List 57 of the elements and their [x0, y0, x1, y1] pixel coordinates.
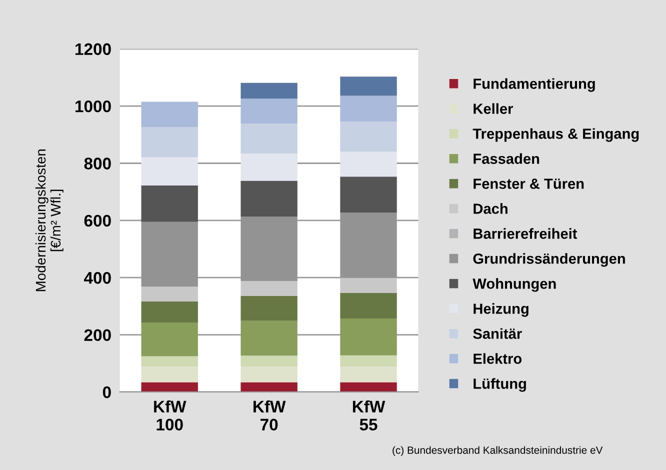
legend-label: Heizung: [474, 303, 528, 317]
bar: [240, 82, 298, 99]
bar: [340, 122, 397, 152]
legend-label: Barrierefreiheit: [474, 228, 578, 239]
bar: [340, 176, 397, 213]
bar: [340, 293, 397, 318]
y-tick-label: 1000: [76, 100, 111, 112]
bar: [240, 98, 298, 124]
bar: [340, 355, 397, 367]
legend-label: Keller: [474, 103, 513, 114]
y-tick-label: 0: [102, 386, 111, 398]
text: (c) Bundesverband Kalksandsteinindustrie eV: [392, 446, 603, 456]
bar: [141, 186, 198, 222]
bar: [240, 366, 298, 382]
bar: [141, 322, 198, 356]
legend-label: Elektro: [474, 353, 522, 364]
bar: [141, 157, 198, 186]
y-tick-label: 1200: [76, 43, 111, 56]
legend-label: Treppenhaus & Eingang: [472, 128, 639, 142]
y-tick-label: 600: [84, 214, 111, 227]
bar: [340, 366, 397, 382]
bar: [240, 320, 298, 356]
y-tick-label: 800: [84, 158, 111, 170]
legend-label: Fundamentierung: [474, 78, 595, 92]
legend-label: Dach: [474, 203, 508, 214]
bar: [240, 356, 298, 367]
x-tick-label: KfW 55: [352, 400, 386, 431]
bar: [240, 281, 298, 296]
bar: [240, 382, 298, 392]
y-tick-label: 200: [84, 329, 111, 341]
bar: [141, 366, 198, 382]
x-tick-label: KfW 70: [254, 400, 286, 431]
bar: [141, 301, 198, 322]
bar: [240, 154, 298, 181]
bar: [340, 152, 397, 177]
x-tick-label: KfW 100: [154, 400, 186, 431]
bar: [141, 286, 198, 302]
legend-label: Fassaden: [474, 153, 540, 164]
bar: [240, 180, 298, 217]
legend-label: Wohnungen: [472, 278, 556, 292]
bar: [141, 356, 198, 367]
bar: [141, 127, 198, 158]
bar: [240, 296, 298, 320]
y-axis-title: Modernisierungskosten [€/m² Wfl.]: [35, 150, 64, 292]
bar: [340, 318, 397, 356]
bar: [340, 382, 397, 392]
legend-label: Lüftung: [474, 378, 526, 392]
bar: [240, 124, 298, 154]
bar: [141, 382, 198, 392]
legend-label: Sanitär: [473, 328, 522, 339]
bar: [340, 278, 397, 294]
legend-label: Grundrissänderungen: [473, 253, 625, 267]
y-tick-label: 400: [84, 272, 111, 284]
bar: [141, 102, 198, 128]
bar: [340, 76, 397, 96]
bar: [340, 96, 397, 122]
legend-label: Fenster & Türen: [474, 178, 584, 189]
